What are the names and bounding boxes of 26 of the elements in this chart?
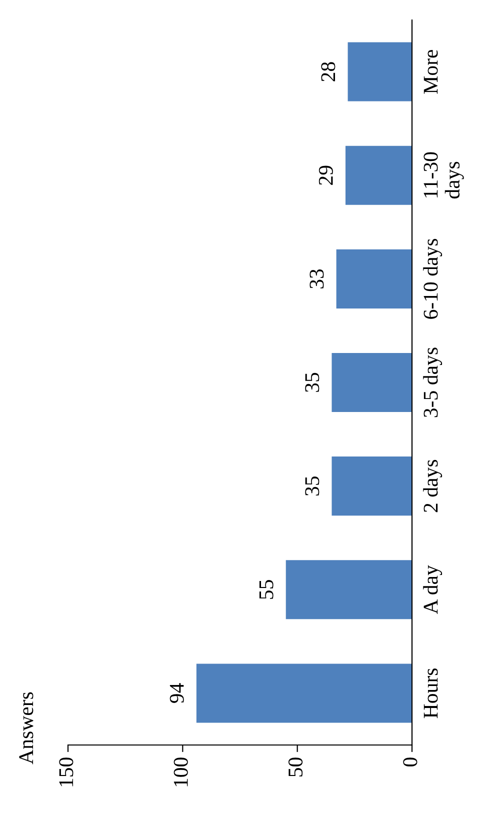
bar — [332, 352, 412, 412]
y-tick-label: 11-30 days — [424, 152, 464, 199]
x-tick-label: 100 — [174, 758, 188, 786]
data-label: 28 — [321, 62, 336, 82]
bar — [336, 249, 412, 308]
y-tick-label: 6-10 days — [423, 238, 442, 319]
bar — [345, 146, 412, 205]
y-tick-label: 3-5 days — [423, 348, 442, 418]
bar — [332, 456, 412, 516]
data-label: 94 — [170, 683, 184, 703]
y-tick-label: More — [424, 50, 438, 94]
x-tick-label: 150 — [59, 758, 74, 786]
y-tick-label: 2 days — [423, 460, 442, 512]
text: Answers — [19, 692, 34, 764]
x-tick-label: 0 — [403, 758, 418, 766]
y-tick-label: A day — [423, 565, 442, 614]
data-label: 55 — [259, 580, 274, 599]
data-label: 33 — [310, 269, 324, 288]
bar — [348, 42, 412, 102]
data-label: 35 — [305, 476, 320, 496]
y-tick-label: Hours — [424, 668, 438, 718]
data-label: 35 — [305, 372, 320, 392]
bar — [286, 560, 412, 620]
x-tick-label: 50 — [288, 758, 303, 776]
data-label: 29 — [318, 166, 333, 185]
bar — [196, 664, 412, 723]
